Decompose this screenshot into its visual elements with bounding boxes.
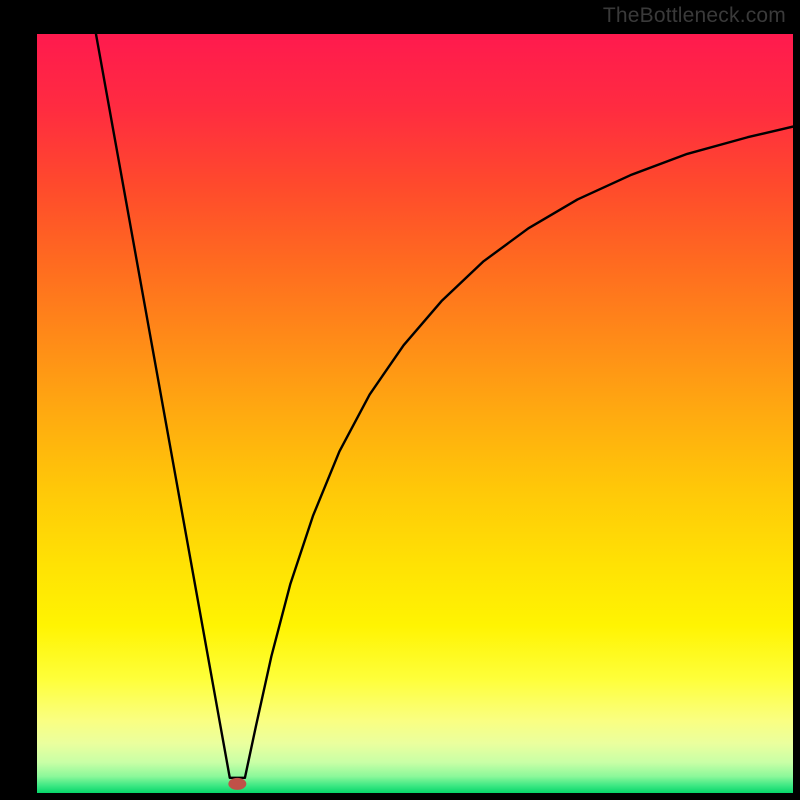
valley-marker [228,778,246,790]
chart-container: TheBottleneck.com [0,0,800,800]
gradient-background [37,34,793,793]
watermark-text: TheBottleneck.com [603,4,786,28]
plot-area [37,34,793,793]
plot-svg [37,34,793,793]
